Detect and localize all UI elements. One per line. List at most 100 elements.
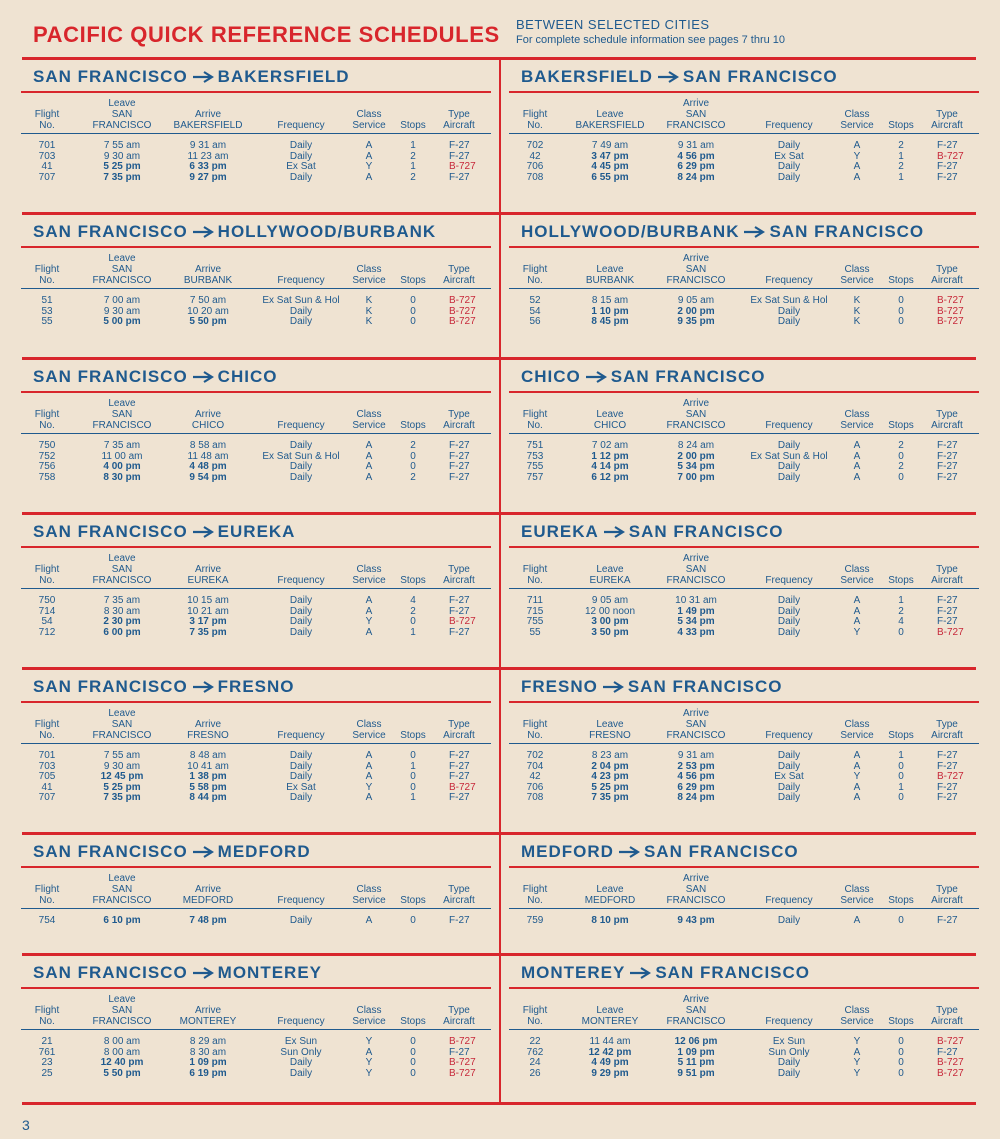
header-rule xyxy=(509,433,979,434)
table-cell: B-727 xyxy=(937,150,964,162)
header-rule xyxy=(21,288,491,289)
column-header: Arrive SAN FRANCISCO xyxy=(657,708,735,741)
table-cell: 0 xyxy=(898,1036,904,1047)
section-rule xyxy=(501,832,976,835)
column-label: Class Service xyxy=(352,409,386,431)
column-label: Frequency xyxy=(765,575,813,586)
table-cell: Daily xyxy=(777,750,801,761)
column-label: Stops xyxy=(400,275,426,286)
column-label: Arrive xyxy=(682,98,710,109)
table-cell: 4 xyxy=(898,616,904,627)
table-cell: 7 55 am xyxy=(103,750,141,761)
column-label: Leave xyxy=(108,253,136,264)
table-cell: Daily xyxy=(289,471,313,483)
table-cell: 11 44 am xyxy=(589,1036,631,1047)
column-label: Leave xyxy=(108,398,136,409)
column-header: Class Service xyxy=(839,882,875,906)
column-label: Arrive xyxy=(194,564,222,575)
column-label: Stops xyxy=(400,120,426,131)
bottom-rule xyxy=(22,1102,976,1105)
table-cell: 2 xyxy=(898,161,904,172)
table-cell: Daily xyxy=(777,781,801,793)
column-header: Frequency xyxy=(261,717,341,741)
column-city: MONTEREY xyxy=(581,1016,639,1027)
table-cell: K xyxy=(853,316,861,327)
table-cell: 5 00 pm xyxy=(103,316,141,327)
table-cell: Daily xyxy=(289,626,313,638)
route-from: SAN FRANCISCO xyxy=(33,842,188,861)
column-header: Frequency xyxy=(261,262,341,286)
column-header: Stops xyxy=(397,262,429,286)
column-header: Leave EUREKA xyxy=(571,562,649,586)
table-cell: 0 xyxy=(898,1046,904,1058)
route-from: EUREKA xyxy=(521,522,599,541)
table-cell: 715 xyxy=(526,605,544,617)
page-number: 3 xyxy=(22,1117,30,1133)
table-cell: 9 31 am xyxy=(677,750,715,761)
table-cell: 8 45 pm xyxy=(591,316,629,327)
column-label: Class Service xyxy=(352,1005,386,1027)
table-cell: 2 xyxy=(410,171,416,183)
table-cell: F-27 xyxy=(937,781,958,793)
column-city: SAN FRANCISCO xyxy=(92,564,152,586)
column-header: Flight No. xyxy=(29,717,65,741)
table-cell: 0 xyxy=(898,915,904,926)
column-label: Frequency xyxy=(765,420,813,431)
table-cell: 9 30 am xyxy=(103,305,141,317)
route-title: SAN FRANCISCO HOLLYWOOD/BURBANK xyxy=(33,222,436,242)
table-cell: A xyxy=(853,461,861,472)
table-cell: F-27 xyxy=(449,140,470,151)
route-title: EUREKA SAN FRANCISCO xyxy=(521,522,783,542)
section-rule xyxy=(501,357,976,360)
arrow xyxy=(585,371,607,383)
column-label: Stops xyxy=(400,1016,426,1027)
table-cell: Daily xyxy=(777,1067,801,1079)
column-city: FRESNO xyxy=(187,730,229,741)
table-cell: 757 xyxy=(526,471,544,483)
column-city: MEDFORD xyxy=(182,895,234,906)
table-cell: 7 02 am xyxy=(591,440,629,451)
arrow xyxy=(192,846,214,858)
column-header: Leave BURBANK xyxy=(571,262,649,286)
table-cell: Ex Sat xyxy=(286,781,316,793)
table-cell: 7 35 pm xyxy=(103,171,141,183)
column-city: CHICO xyxy=(191,420,225,431)
column-header: Flight No. xyxy=(517,407,553,431)
table-cell: Sun Only xyxy=(768,1046,810,1058)
section-rule xyxy=(22,832,499,835)
column-header: Class Service xyxy=(839,407,875,431)
table-cell: F-27 xyxy=(449,450,470,462)
column-label: Leave xyxy=(596,409,624,420)
table-cell: Daily xyxy=(777,605,801,617)
subtitle: BETWEEN SELECTED CITIES xyxy=(516,17,710,32)
table-cell: Ex Sat Sun & Hol xyxy=(750,295,828,306)
column-header: Arrive SAN FRANCISCO xyxy=(657,398,735,431)
column-label: Stops xyxy=(888,575,914,586)
table-cell: A xyxy=(853,450,861,462)
table-cell: F-27 xyxy=(937,760,958,772)
column-header: Frequency xyxy=(749,562,829,586)
table-cell: 8 00 am xyxy=(103,1046,141,1058)
table-cell: 6 55 pm xyxy=(591,171,629,183)
column-label: Flight No. xyxy=(522,264,548,286)
column-header: Type Aircraft xyxy=(439,107,479,131)
column-label: Leave xyxy=(108,708,136,719)
table-cell: A xyxy=(365,1046,373,1058)
column-header: Stops xyxy=(885,407,917,431)
column-header: Type Aircraft xyxy=(927,262,967,286)
column-label: Flight No. xyxy=(34,884,60,906)
schedule-table: SAN FRANCISCO CHICO Flight No. Leave SAN FRA… xyxy=(21,357,501,507)
table-cell: 6 10 pm xyxy=(103,915,141,926)
table-cell: A xyxy=(853,440,861,451)
column-header: Flight No. xyxy=(517,882,553,906)
arrow xyxy=(192,71,214,83)
table-cell: 9 30 am xyxy=(103,760,141,772)
column-header: Class Service xyxy=(351,107,387,131)
table-cell: B-727 xyxy=(937,295,964,306)
column-label: Arrive xyxy=(194,719,222,730)
table-cell: 1 xyxy=(410,626,416,638)
table-cell: 1 10 pm xyxy=(591,305,629,317)
route-from: SAN FRANCISCO xyxy=(33,222,188,241)
table-cell: 750 xyxy=(38,595,56,606)
table-cell: 24 xyxy=(529,1057,541,1068)
